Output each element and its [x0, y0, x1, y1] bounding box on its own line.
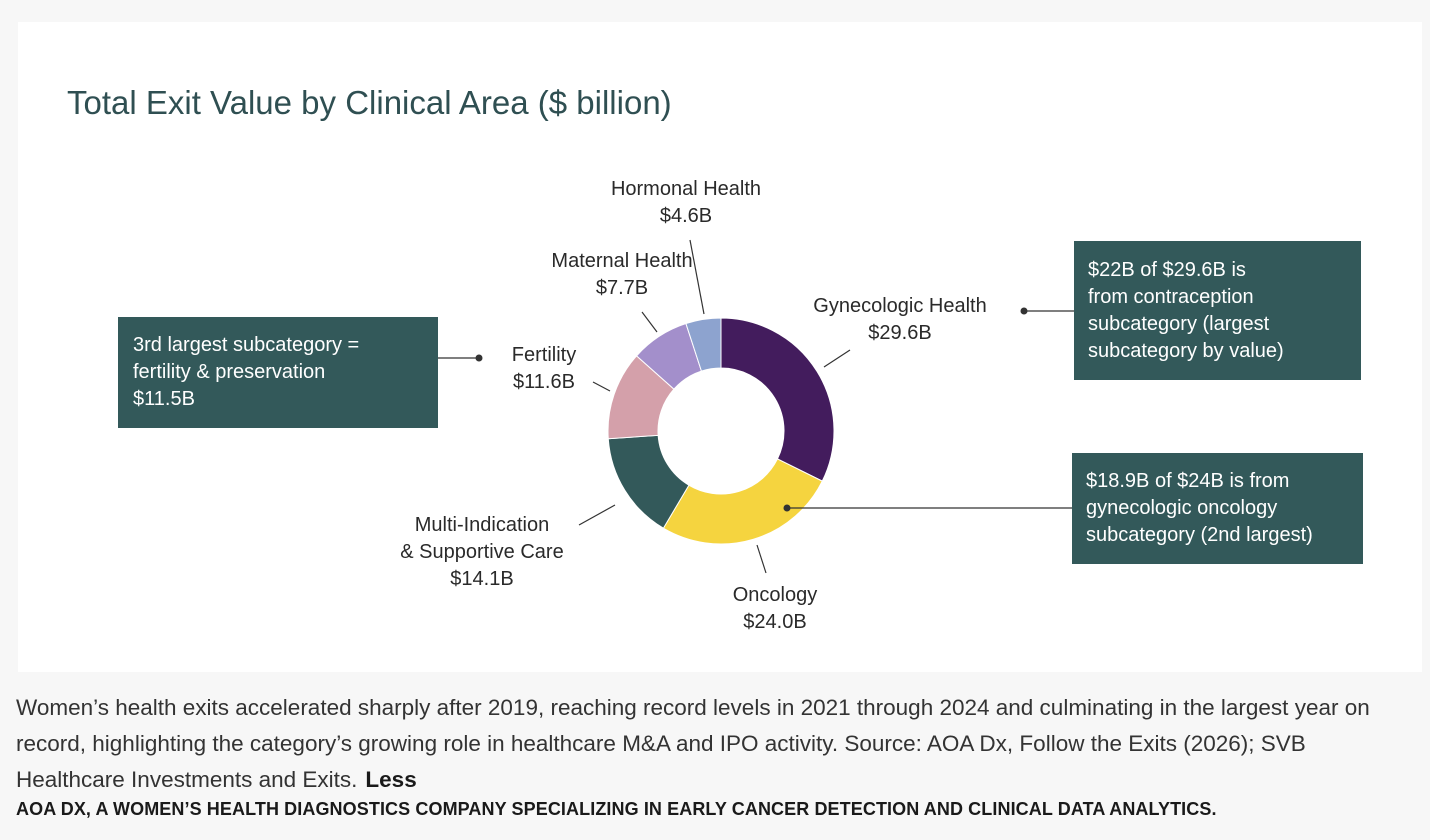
callout-gynecologic-line2: from contraception: [1088, 286, 1254, 308]
label-multi-indication-line1: Multi-Indication: [414, 514, 550, 536]
callout-gynecologic-line3: subcategory (largest: [1088, 313, 1270, 335]
label-gynecologic-health: Gynecologic Health $29.6B: [793, 293, 1007, 347]
leader-line-maternal: [641, 311, 658, 333]
callout-fertility-line2: fertility & preservation: [133, 361, 326, 383]
leader-line-fertility: [592, 381, 611, 392]
leader-line-hormonal: [689, 239, 705, 315]
connector-dot-gynecologic: [1020, 307, 1028, 315]
donut-chart: [437, 239, 1074, 574]
connector-dot-fertility: [475, 354, 483, 362]
donut-slices: [607, 317, 835, 545]
label-gynecologic-health-name: Gynecologic Health: [813, 295, 987, 317]
label-gynecologic-health-value: $29.6B: [868, 322, 932, 344]
callout-fertility-line1: 3rd largest subcategory =: [133, 334, 360, 356]
callout-oncology-line2: gynecologic oncology: [1086, 497, 1278, 519]
label-multi-indication-value: $14.1B: [450, 568, 514, 590]
callout-oncology-line3: subcategory (2nd largest): [1086, 524, 1313, 546]
callout-gynecologic-line1: $22B of $29.6B is: [1088, 259, 1246, 281]
chart-card: Total Exit Value by Clinical Area ($ bil…: [18, 22, 1422, 672]
label-hormonal-health-name: Hormonal Health: [610, 178, 762, 200]
donut-slice-gynecologic-health: [720, 317, 835, 482]
label-fertility: Fertility $11.6B: [492, 342, 596, 396]
label-fertility-name: Fertility: [511, 344, 577, 366]
callout-gynecologic: $22B of $29.6B is from contraception sub…: [1074, 241, 1361, 380]
label-maternal-health-value: $7.7B: [595, 277, 649, 299]
leader-line-multi-indication: [578, 504, 616, 526]
label-multi-indication: Multi-Indication & Supportive Care $14.1…: [379, 512, 585, 593]
label-oncology: Oncology $24.0B: [710, 582, 840, 636]
leader-line-oncology: [756, 544, 767, 574]
label-maternal-health-name: Maternal Health: [551, 250, 693, 272]
connector-dot-oncology: [783, 504, 791, 512]
donut-slice-oncology: [662, 458, 823, 545]
callout-fertility: 3rd largest subcategory = fertility & pr…: [118, 317, 438, 428]
callout-gynecologic-line4: subcategory by value): [1088, 340, 1284, 362]
label-oncology-name: Oncology: [732, 584, 818, 606]
figure-caption: Women’s health exits accelerated sharply…: [16, 690, 1416, 798]
callout-fertility-line3: $11.5B: [133, 388, 195, 410]
leader-lines: [437, 239, 1074, 574]
caption-text: Women’s health exits accelerated sharply…: [16, 695, 1370, 792]
leader-line-gynecologic: [823, 349, 851, 368]
callout-oncology: $18.9B of $24B is from gynecologic oncol…: [1072, 453, 1363, 564]
label-oncology-value: $24.0B: [743, 611, 807, 633]
less-toggle-button[interactable]: Less: [365, 767, 417, 792]
label-hormonal-health-value: $4.6B: [659, 205, 713, 227]
image-credit: AOA Dx, a women’s health diagnostics com…: [16, 799, 1217, 819]
label-multi-indication-line2: & Supportive Care: [400, 541, 564, 563]
label-hormonal-health: Hormonal Health $4.6B: [588, 176, 784, 230]
label-maternal-health: Maternal Health $7.7B: [527, 248, 717, 302]
connector-dots: [475, 307, 1028, 512]
donut-slice-hormonal-health: [685, 317, 722, 372]
callout-oncology-line1: $18.9B of $24B is from: [1086, 470, 1290, 492]
label-fertility-value: $11.6B: [513, 371, 575, 393]
chart-title: Total Exit Value by Clinical Area ($ bil…: [67, 84, 672, 121]
